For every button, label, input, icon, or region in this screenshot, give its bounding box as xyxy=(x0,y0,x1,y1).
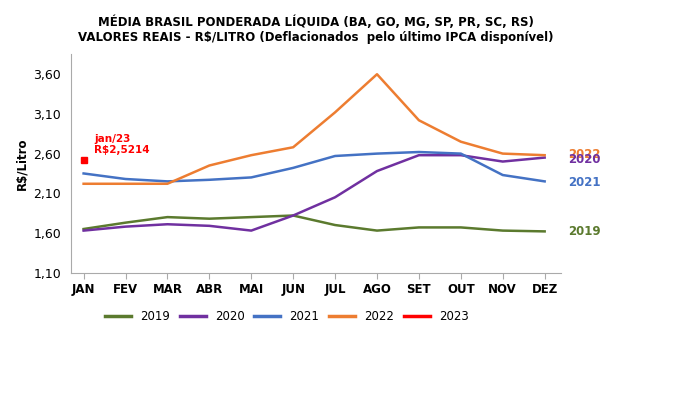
Text: 2020: 2020 xyxy=(568,153,600,166)
Legend: 2019, 2020, 2021, 2022, 2023: 2019, 2020, 2021, 2022, 2023 xyxy=(100,306,473,328)
Title: MÉDIA BRASIL PONDERADA LÍQUIDA (BA, GO, MG, SP, PR, SC, RS)
VALORES REAIS - R$/L: MÉDIA BRASIL PONDERADA LÍQUIDA (BA, GO, … xyxy=(78,15,554,44)
Text: 2022: 2022 xyxy=(568,148,600,161)
Text: jan/23: jan/23 xyxy=(94,134,130,144)
Text: 2021: 2021 xyxy=(568,176,600,189)
Y-axis label: R$/Litro: R$/Litro xyxy=(15,137,28,190)
Text: R$2,5214: R$2,5214 xyxy=(94,145,150,155)
Text: 2019: 2019 xyxy=(568,225,601,238)
